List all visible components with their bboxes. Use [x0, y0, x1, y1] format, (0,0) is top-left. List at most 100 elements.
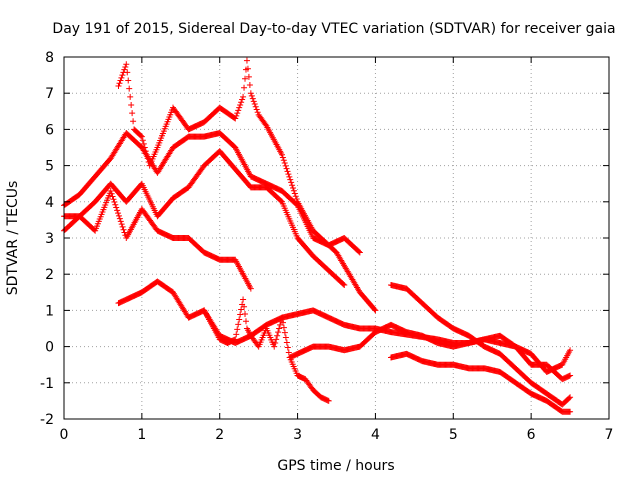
data-point: [281, 329, 288, 336]
data-point: [140, 140, 147, 147]
y-tick-label: -2: [40, 412, 54, 428]
grid-lines: [64, 57, 609, 419]
data-point: [279, 319, 286, 326]
data-point: [143, 151, 150, 158]
data-point: [115, 210, 122, 217]
data-point: [115, 82, 122, 89]
y-tick-label: 2: [45, 267, 54, 283]
data-point: [109, 193, 116, 200]
series-track-1: [61, 130, 363, 256]
data-point: [110, 196, 117, 203]
data-point: [125, 77, 132, 84]
data-point: [234, 110, 241, 117]
series-track-7: [286, 321, 574, 383]
x-axis-label: GPS time / hours: [277, 458, 394, 474]
data-point: [262, 121, 269, 128]
data-point: [119, 72, 126, 79]
data-point: [356, 249, 363, 256]
data-point: [272, 339, 279, 346]
data-point: [141, 144, 148, 151]
data-point: [137, 132, 144, 139]
data-point: [111, 199, 118, 206]
data-point: [282, 162, 289, 169]
data-point: [124, 69, 131, 76]
data-point: [245, 73, 252, 80]
data-point: [118, 221, 125, 228]
data-point: [114, 207, 121, 214]
series-track-4: [115, 57, 379, 314]
data-point: [243, 57, 250, 64]
data-point: [123, 61, 130, 68]
data-point: [286, 173, 293, 180]
data-point: [355, 248, 362, 255]
data-point: [241, 84, 248, 91]
data-point: [240, 93, 247, 100]
data-point: [371, 306, 378, 313]
data-point: [287, 176, 294, 183]
data-point: [238, 99, 245, 106]
data-point: [247, 90, 254, 97]
data-point: [244, 65, 251, 72]
data-point: [240, 296, 247, 303]
data-point: [252, 103, 259, 110]
data-point: [280, 324, 287, 331]
data-point: [372, 307, 379, 314]
data-point: [138, 133, 145, 140]
data-point: [239, 96, 246, 103]
y-tick-label: 0: [45, 340, 54, 356]
data-point: [279, 154, 286, 161]
data-point: [142, 148, 149, 155]
data-point: [242, 75, 249, 82]
x-tick-label: 3: [293, 427, 302, 443]
data-point: [236, 316, 243, 323]
x-tick-label: 0: [60, 427, 69, 443]
data-point: [246, 82, 253, 89]
y-tick-label: 3: [45, 231, 54, 247]
data-point: [274, 332, 281, 339]
data-point: [233, 331, 240, 338]
data-point: [232, 336, 239, 343]
data-point: [290, 187, 297, 194]
data-point: [112, 201, 119, 208]
data-point: [249, 95, 256, 102]
data-point: [284, 344, 291, 351]
data-point: [292, 193, 299, 200]
x-tick-label: 2: [215, 427, 224, 443]
data-point: [237, 101, 244, 108]
data-point: [115, 212, 122, 219]
data-point: [279, 314, 285, 321]
series-track-8: [388, 350, 574, 415]
data-point: [236, 104, 243, 111]
data-point: [291, 190, 298, 197]
data-point: [242, 318, 249, 325]
data-point: [117, 77, 124, 84]
series-track-9: [388, 282, 574, 408]
data-point: [238, 306, 245, 313]
data-point: [126, 85, 133, 92]
data-point: [289, 182, 296, 189]
data-point: [118, 74, 125, 81]
data-point: [107, 187, 114, 194]
data-point: [283, 339, 290, 346]
data-point: [253, 106, 260, 113]
y-tick-label: -1: [40, 376, 54, 392]
data-point: [566, 395, 573, 402]
data-point: [279, 151, 285, 158]
x-tick-label: 1: [137, 427, 146, 443]
data-point: [232, 115, 239, 122]
series-track-2: [61, 148, 348, 289]
chart-title: Day 191 of 2015, Sidereal Day-to-day VTE…: [52, 21, 615, 37]
data-point: [567, 372, 574, 379]
data-point: [289, 184, 296, 191]
data-point: [281, 160, 288, 167]
data-point: [285, 349, 292, 356]
data-point: [233, 112, 240, 119]
x-tick-label: 4: [371, 427, 380, 443]
data-point: [567, 347, 574, 354]
y-tick-label: 1: [45, 303, 54, 319]
data-point: [139, 137, 146, 144]
axis-ticks: 0 1 2 3 4 5 6 7 -2 -1 0 1 2 3 4 5 6 7 8: [40, 50, 613, 443]
data-point: [122, 63, 129, 70]
data-point: [117, 218, 124, 225]
